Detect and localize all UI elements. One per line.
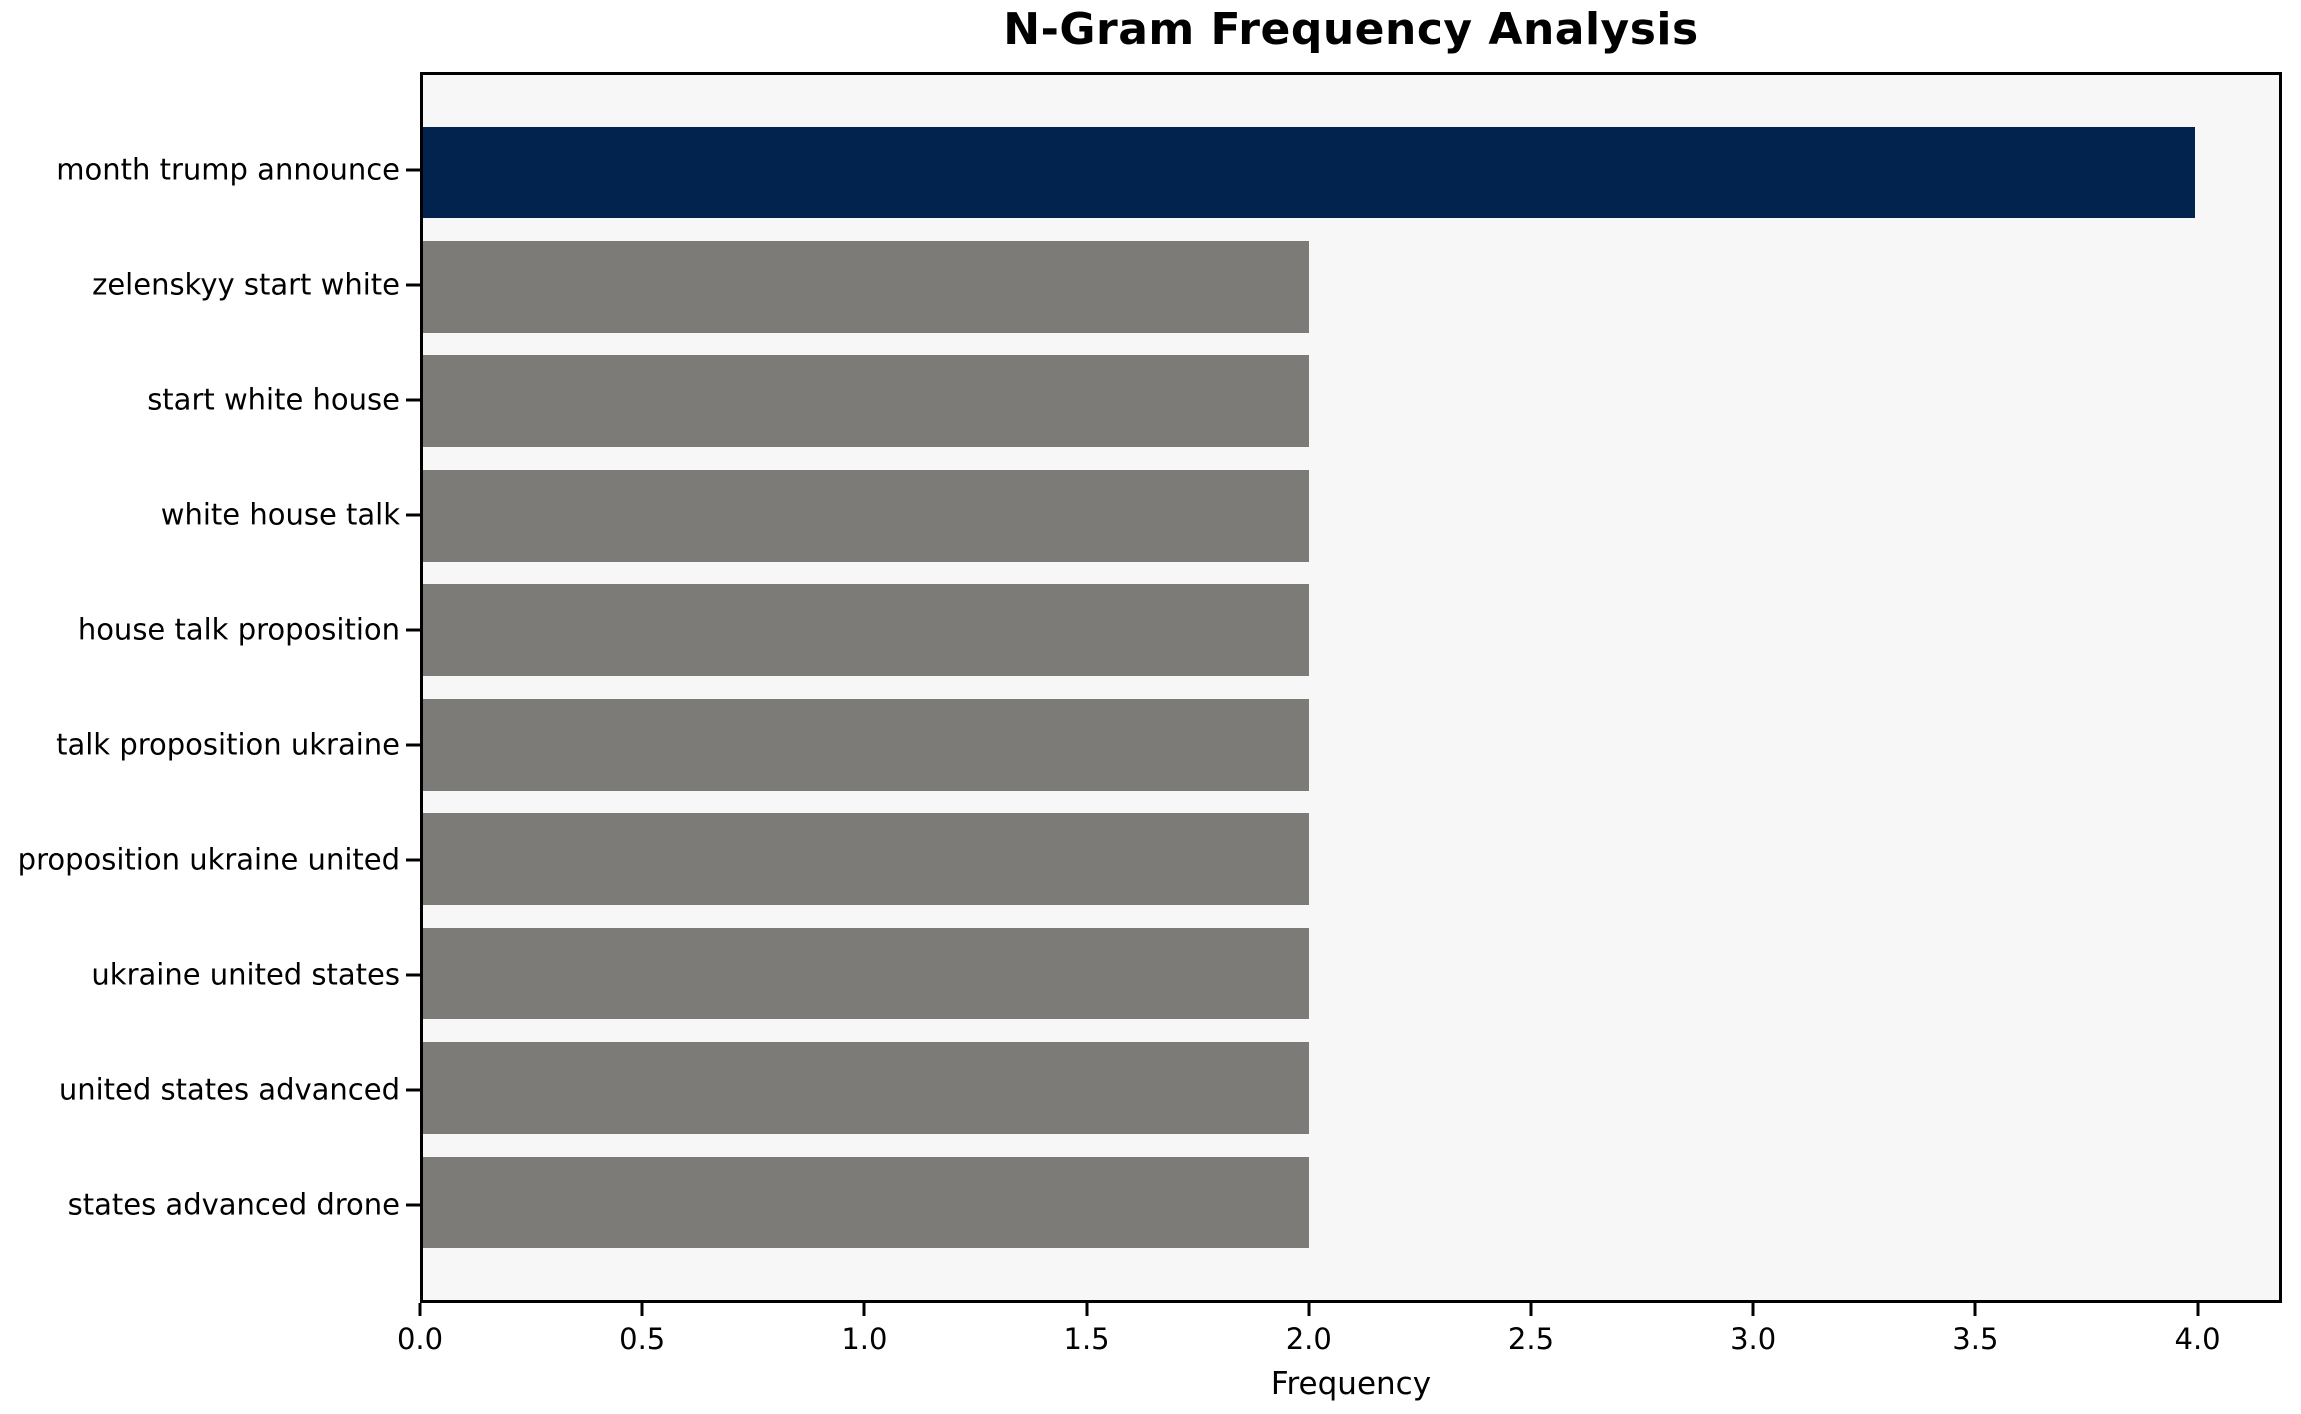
x-tick-label: 0.0 [396,1322,444,1356]
x-tick-label: 1.5 [1063,1322,1110,1356]
y-tick-label: states advanced drone [67,1187,400,1222]
x-tick-mark [1529,1303,1533,1316]
y-tick-mark [406,513,420,517]
x-tick-mark [1751,1303,1755,1316]
y-tick-mark [406,628,420,632]
bar-zelenskyy-start-white [423,241,1309,333]
x-tick-label: 1.0 [841,1322,888,1356]
y-tick-label: house talk proposition [77,612,400,647]
y-tick-label: start white house [147,382,400,417]
y-tick-label: white house talk [160,497,400,532]
x-axis-label: Frequency [1270,1366,1432,1402]
x-tick-mark [1973,1303,1977,1316]
y-tick-label: united states advanced [58,1072,400,1107]
y-tick-mark [406,398,420,402]
x-axis-ticks: 0.0 0.5 1.0 1.5 2.0 2.5 3.0 3.5 4.0 [397,1303,2282,1373]
y-tick-mark [406,743,420,747]
x-tick-mark [1307,1303,1311,1316]
bar-ukraine-united-states [423,927,1309,1020]
bar-white-house-talk [423,469,1309,562]
y-tick-mark [406,858,420,862]
x-tick-label: 3.5 [1952,1322,1999,1356]
x-tick-mark [862,1303,866,1316]
bar-talk-proposition-ukraine [423,698,1309,791]
x-tick-mark [640,1303,644,1316]
y-axis-tick-marks [406,72,420,1303]
x-tick-label: 4.0 [2174,1322,2221,1356]
bar-month-trump-announce [423,126,2195,219]
bar-house-talk-proposition [423,584,1309,677]
y-tick-label: ukraine united states [91,957,400,992]
y-tick-label: month trump announce [56,152,400,187]
y-tick-label: talk proposition ukraine [56,727,400,762]
x-tick-label: 0.5 [619,1322,666,1356]
bar-start-white-house [423,355,1309,448]
y-tick-mark [406,1203,420,1207]
bar-states-advanced-drone [423,1156,1309,1249]
bar-proposition-ukraine-united [423,813,1309,905]
y-tick-label: proposition ukraine united [17,842,400,877]
x-tick-label: 2.0 [1285,1322,1332,1356]
bar-united-states-advanced [423,1042,1309,1134]
x-tick-label: 3.0 [1730,1322,1777,1356]
bars-layer [423,75,2279,1300]
x-tick-mark [418,1303,422,1316]
y-tick-label: zelenskyy start white [92,267,400,302]
y-tick-mark [406,168,420,172]
plot-area [420,72,2282,1303]
x-tick-mark [2196,1303,2200,1316]
y-tick-mark [406,1088,420,1092]
y-tick-mark [406,283,420,287]
x-tick-label: 2.5 [1507,1322,1555,1356]
chart-title: N-Gram Frequency Analysis [1003,4,1699,55]
y-axis-labels: month trump announce zelenskyy start whit… [0,72,400,1303]
y-tick-mark [406,973,420,977]
x-tick-mark [1085,1303,1089,1316]
